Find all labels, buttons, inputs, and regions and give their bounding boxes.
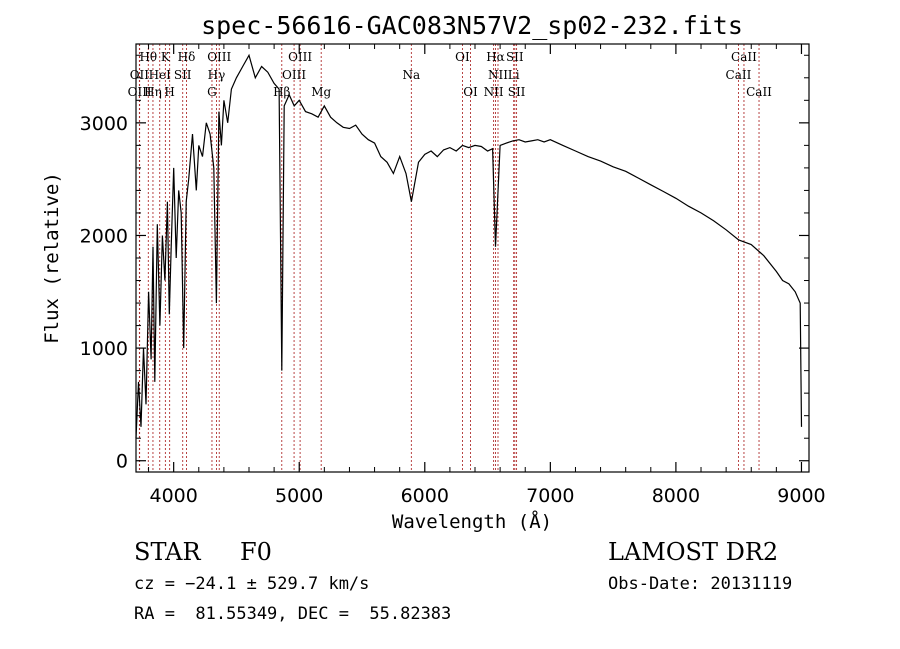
y-tick-label: 1000 xyxy=(80,338,128,360)
spectral-line-label: H xyxy=(164,85,174,99)
coordinates-text: RA = 81.55349, DEC = 55.82383 xyxy=(134,604,452,624)
spectral-line-label: Hβ xyxy=(273,85,290,99)
spectral-line-label: SII xyxy=(174,68,192,82)
spectral-line-label: Hγ xyxy=(208,68,226,82)
spectral-line-label: Mg xyxy=(311,85,331,99)
x-tick-label: 4000 xyxy=(149,485,197,507)
x-tick-label: 5000 xyxy=(275,485,323,507)
spectral-line-label: Hδ xyxy=(178,50,196,64)
spectral-line-label: OIII xyxy=(207,50,231,64)
x-tick-label: 7000 xyxy=(526,485,574,507)
spectrum-series-line xyxy=(135,53,803,439)
spectral-line-label: K xyxy=(161,50,171,64)
spectral-line-label: Na xyxy=(403,68,421,82)
spectral-line-label: NII xyxy=(488,68,508,82)
spectral-line-label: Hη xyxy=(144,85,162,99)
x-tick-label: 8000 xyxy=(652,485,700,507)
spectral-line-label: OI xyxy=(455,50,470,64)
x-axis-label: Wavelength (Å) xyxy=(392,510,552,533)
spectral-line-label: OI xyxy=(463,85,478,99)
spectral-line-label: SII xyxy=(506,50,524,64)
spectral-line-label: G xyxy=(207,85,217,99)
spectrum-chart: spec-56616-GAC083N57V2_sp02-232.fits Hθ O… xyxy=(41,11,826,533)
spectral-line-label: CaII xyxy=(731,50,757,64)
object-subclass: F0 xyxy=(240,538,272,566)
y-tick-label: 2000 xyxy=(80,225,128,247)
spectral-line-label: NII xyxy=(484,85,504,99)
plot-frame xyxy=(135,43,810,473)
spectral-line-label: CaII xyxy=(726,68,752,82)
spectral-line-label: OIII xyxy=(128,85,152,99)
y-tick-label: 3000 xyxy=(80,113,128,135)
y-tick-label: 0 xyxy=(116,451,128,473)
x-axis-ticks: 4000 5000 6000 7000 8000 9000 xyxy=(148,44,826,507)
x-tick-label: 9000 xyxy=(777,485,825,507)
chart-title: spec-56616-GAC083N57V2_sp02-232.fits xyxy=(201,11,743,40)
spectral-line-label: OIII xyxy=(288,50,312,64)
y-axis-ticks: 0 1000 2000 3000 xyxy=(80,54,809,473)
spectral-line-label: HeI xyxy=(149,68,172,82)
spectral-line-markers xyxy=(138,44,760,472)
survey-name: LAMOST DR2 xyxy=(608,538,779,566)
spectral-line-label: Hθ xyxy=(139,50,157,64)
spectral-line-label: Li xyxy=(508,68,520,82)
spectral-line-label: OIII xyxy=(282,68,306,82)
obs-date-text: Obs-Date: 20131119 xyxy=(608,574,793,594)
x-tick-label: 6000 xyxy=(401,485,449,507)
object-type: STAR xyxy=(134,538,201,566)
spectral-line-label: OII xyxy=(130,68,150,82)
redshift-text: cz = −24.1 ± 529.7 km/s xyxy=(134,574,370,594)
spectral-line-label: SII xyxy=(508,85,526,99)
spectral-line-label: CaII xyxy=(746,85,772,99)
spectral-line-label: Hα xyxy=(486,50,505,64)
y-axis-label: Flux (relative) xyxy=(41,172,63,344)
